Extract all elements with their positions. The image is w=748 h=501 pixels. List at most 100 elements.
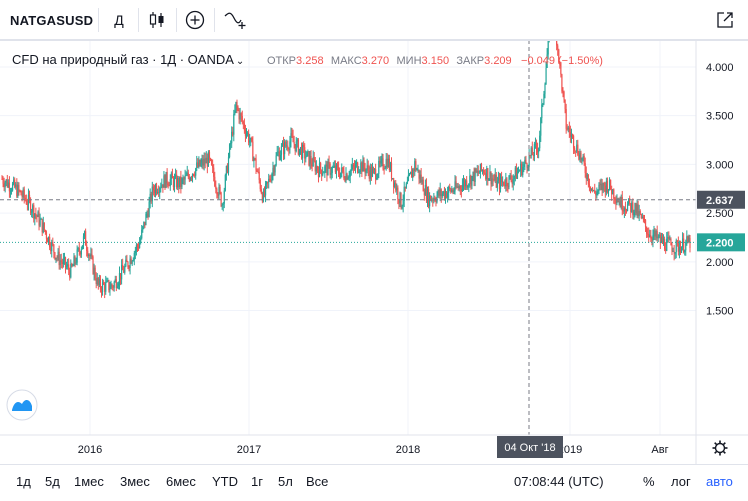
range-ytd[interactable]: YTD (212, 474, 238, 489)
candle-body (689, 237, 691, 248)
candle-body (105, 282, 107, 292)
interval-button[interactable]: Д (114, 12, 124, 28)
candle-body (306, 151, 308, 157)
range-1m[interactable]: 1мес (74, 474, 104, 489)
candle-body (515, 167, 518, 179)
candle-body (273, 167, 275, 173)
candle-body (518, 170, 521, 172)
candle-body (280, 146, 283, 156)
chevron-down-icon[interactable]: ⌄ (235, 56, 245, 67)
candle-body (481, 170, 484, 171)
candles-icon (149, 12, 164, 28)
axes: 5.0004.5004.0003.5003.0002.5002.0001.500… (0, 13, 748, 464)
range-5y[interactable]: 5л (278, 474, 293, 489)
candle-body (624, 208, 627, 211)
fullscreen-button[interactable] (712, 8, 738, 32)
candle-body (625, 210, 628, 211)
candle-body (584, 163, 586, 173)
indicators-button[interactable] (221, 8, 249, 32)
candle-body (277, 151, 279, 153)
candle-body (460, 189, 462, 191)
candle-body (91, 253, 93, 257)
percent-toggle[interactable]: % (643, 474, 655, 489)
candle-body (415, 161, 417, 171)
auto-toggle[interactable]: авто (706, 474, 733, 489)
range-1y[interactable]: 1г (251, 474, 263, 489)
range-all[interactable]: Все (306, 474, 329, 489)
candle-body (669, 238, 671, 240)
range-1d[interactable]: 1д (16, 474, 31, 489)
log-toggle[interactable]: лог (671, 474, 691, 489)
candle-body (152, 186, 154, 191)
candle-body (616, 200, 618, 203)
candle-body (28, 194, 31, 200)
legend-title[interactable]: CFD на природный газ · 1Д · OANDA (12, 52, 234, 67)
candle-body (673, 251, 675, 254)
chart-area[interactable]: 5.0004.5004.0003.5003.0002.5002.0001.500… (0, 0, 748, 464)
candle-body (1, 178, 3, 180)
candle-body (11, 183, 14, 191)
candle-body (572, 135, 575, 149)
range-5d[interactable]: 5д (45, 474, 60, 489)
candle-body (232, 131, 234, 135)
candle-body (361, 162, 363, 172)
candle-body (403, 186, 405, 201)
candle-body (452, 189, 454, 192)
settings-gear-icon[interactable] (712, 440, 728, 456)
timezone-clock[interactable]: 07:08:44 (UTC) (514, 474, 604, 489)
candle-body (304, 147, 306, 159)
candle-body (674, 252, 676, 254)
range-6m[interactable]: 6мес (166, 474, 196, 489)
symbol-search-button[interactable]: NATGASUSD (10, 13, 94, 28)
candle-body (644, 220, 647, 227)
candle-body (50, 247, 52, 252)
candle-body (137, 246, 140, 249)
candle-body (346, 173, 348, 180)
toolbar-divider (98, 8, 99, 32)
candle-body (437, 190, 439, 196)
candle-body (282, 143, 285, 155)
candle-body (258, 171, 260, 180)
candle-body (189, 177, 192, 181)
candle-body (352, 164, 355, 167)
candle-body (186, 172, 188, 176)
candle-body (49, 237, 51, 248)
candle-body (647, 233, 649, 235)
chart-style-button[interactable] (144, 8, 170, 32)
candle-body (194, 175, 196, 177)
candle-body (522, 166, 524, 176)
candle-body (658, 234, 660, 237)
candle-body (659, 234, 661, 243)
candle-body (261, 193, 263, 202)
candle-body (574, 148, 576, 151)
candle-body (396, 187, 398, 191)
candle-body (577, 144, 579, 155)
range-3m[interactable]: 3мес (120, 474, 150, 489)
candle-body (416, 169, 418, 171)
candle-body (183, 178, 185, 180)
candle-body (685, 241, 687, 251)
compare-button[interactable] (182, 8, 208, 32)
crosshair-date-badge (497, 436, 563, 458)
candle-body (146, 213, 148, 215)
candle-body (9, 190, 12, 192)
candle-body (488, 178, 490, 181)
price-chart[interactable]: 5.0004.5004.0003.5003.0002.5002.0001.500… (0, 0, 748, 464)
candle-body (561, 74, 563, 92)
candle-body (104, 284, 106, 292)
candle-body (118, 273, 121, 284)
candle-body (485, 173, 487, 180)
candle-body (512, 179, 514, 184)
candle-body (259, 179, 261, 190)
candle-body (499, 176, 502, 190)
time-tick-label: 2018 (396, 444, 420, 456)
candle-body (61, 262, 63, 264)
candle-body (257, 171, 259, 173)
candle-body (684, 250, 686, 253)
candle-body (559, 62, 561, 64)
candle-body (249, 140, 251, 143)
candle-body (200, 162, 202, 166)
candle-body (324, 166, 326, 173)
candle-body (124, 266, 126, 273)
candle-body (76, 249, 78, 263)
